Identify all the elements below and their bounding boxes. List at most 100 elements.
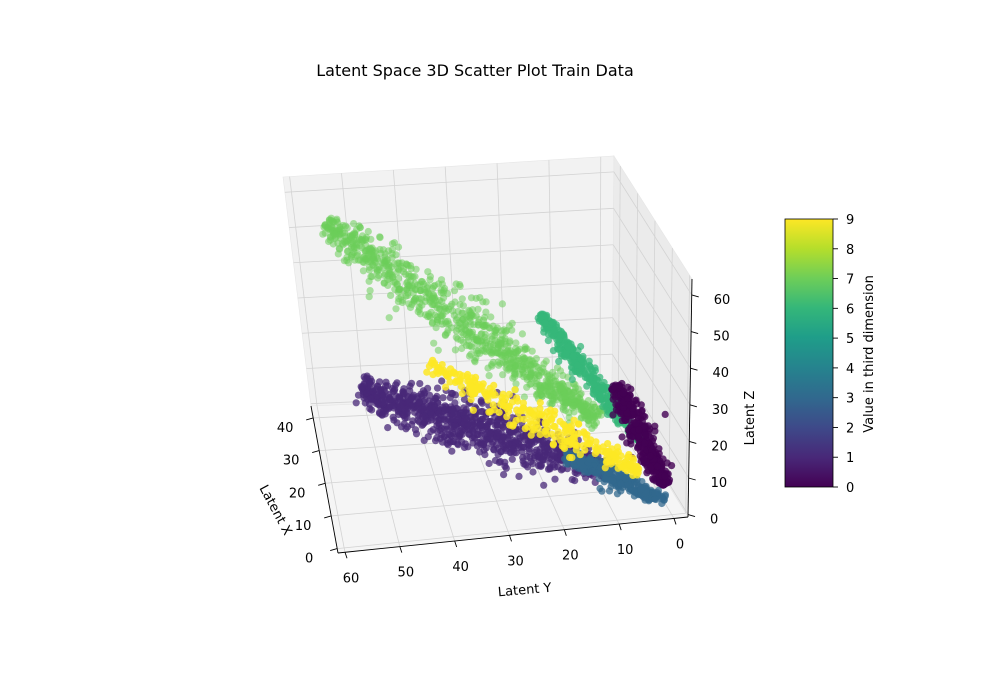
data-point xyxy=(544,337,552,345)
data-point xyxy=(331,230,339,238)
data-point xyxy=(365,277,373,285)
data-point xyxy=(434,346,442,354)
data-point xyxy=(443,422,451,430)
data-point xyxy=(481,451,489,459)
data-point xyxy=(489,391,497,399)
data-point xyxy=(512,437,520,445)
data-point xyxy=(366,395,374,403)
data-point xyxy=(569,402,577,410)
data-point xyxy=(430,361,438,369)
data-point xyxy=(488,440,496,448)
data-point xyxy=(598,487,606,495)
data-point xyxy=(609,450,617,458)
y-tick-mark xyxy=(563,529,567,536)
data-point xyxy=(613,490,622,498)
cluster-3 xyxy=(561,448,670,508)
x-axis-line xyxy=(310,405,339,554)
data-point xyxy=(486,408,494,416)
data-point xyxy=(487,313,495,321)
data-point xyxy=(472,373,480,381)
data-point xyxy=(540,481,548,489)
data-point xyxy=(366,405,374,413)
data-point xyxy=(583,440,591,448)
y-tick-mark xyxy=(344,552,348,559)
data-point xyxy=(661,410,669,418)
cluster-0 xyxy=(608,379,676,489)
data-point xyxy=(433,384,442,392)
data-point xyxy=(612,400,620,408)
data-point xyxy=(550,390,558,398)
data-point xyxy=(511,386,519,394)
y-tick-label: 0 xyxy=(676,537,684,552)
data-point xyxy=(387,291,395,299)
data-point xyxy=(393,419,401,427)
data-point xyxy=(559,403,567,411)
data-point xyxy=(602,447,611,455)
data-point xyxy=(410,297,418,305)
data-point xyxy=(426,272,434,281)
data-point xyxy=(485,372,493,380)
data-point xyxy=(512,380,520,388)
colorbar-tick-label: 5 xyxy=(846,332,854,347)
data-point xyxy=(634,443,642,451)
data-point xyxy=(458,295,466,303)
data-point xyxy=(570,389,578,397)
data-point xyxy=(433,392,441,400)
data-point xyxy=(568,454,576,462)
colorbar-tick-label: 4 xyxy=(846,362,854,377)
data-point xyxy=(459,309,467,317)
data-point xyxy=(481,438,489,446)
data-point xyxy=(452,333,460,341)
data-point xyxy=(505,402,514,411)
data-point xyxy=(633,400,641,408)
data-point xyxy=(365,263,373,271)
x-tick-mark xyxy=(318,482,326,486)
data-point xyxy=(385,314,393,322)
data-point xyxy=(361,399,369,407)
data-point xyxy=(376,233,384,241)
data-point xyxy=(495,341,503,349)
data-point xyxy=(623,409,631,417)
data-point xyxy=(625,481,633,489)
data-point xyxy=(497,448,505,456)
data-point xyxy=(382,397,390,405)
data-point xyxy=(431,311,439,319)
data-point xyxy=(585,357,593,365)
data-point xyxy=(632,419,640,427)
z-tick-label: 40 xyxy=(713,366,730,381)
data-point xyxy=(488,332,496,340)
data-point xyxy=(572,441,580,449)
x-tick-label: 30 xyxy=(283,454,300,469)
data-point xyxy=(440,303,448,311)
data-point xyxy=(581,468,589,476)
y-tick-mark xyxy=(673,518,677,525)
data-point xyxy=(537,368,546,376)
data-point xyxy=(517,407,525,415)
data-point xyxy=(364,227,372,236)
data-point xyxy=(350,220,358,228)
data-point xyxy=(460,443,469,451)
data-point xyxy=(508,445,516,453)
data-point xyxy=(661,472,669,480)
data-point xyxy=(549,396,557,404)
grid-line-y-wall xyxy=(599,156,602,394)
data-point xyxy=(377,385,385,393)
colorbar-tick-label: 3 xyxy=(846,392,854,407)
data-point xyxy=(527,431,535,439)
data-point xyxy=(477,396,485,405)
data-point xyxy=(524,463,532,471)
data-point xyxy=(616,473,624,482)
data-point xyxy=(451,415,459,424)
data-point xyxy=(462,415,470,423)
data-point xyxy=(540,452,548,460)
data-point xyxy=(480,347,488,355)
data-point xyxy=(469,439,477,447)
data-point xyxy=(570,416,578,424)
data-point xyxy=(617,480,625,488)
data-point xyxy=(407,402,415,410)
data-point xyxy=(350,248,358,257)
y-axis-label: Latent Y xyxy=(497,581,552,601)
data-point xyxy=(515,472,523,480)
data-point xyxy=(557,431,565,440)
data-point xyxy=(334,250,342,258)
